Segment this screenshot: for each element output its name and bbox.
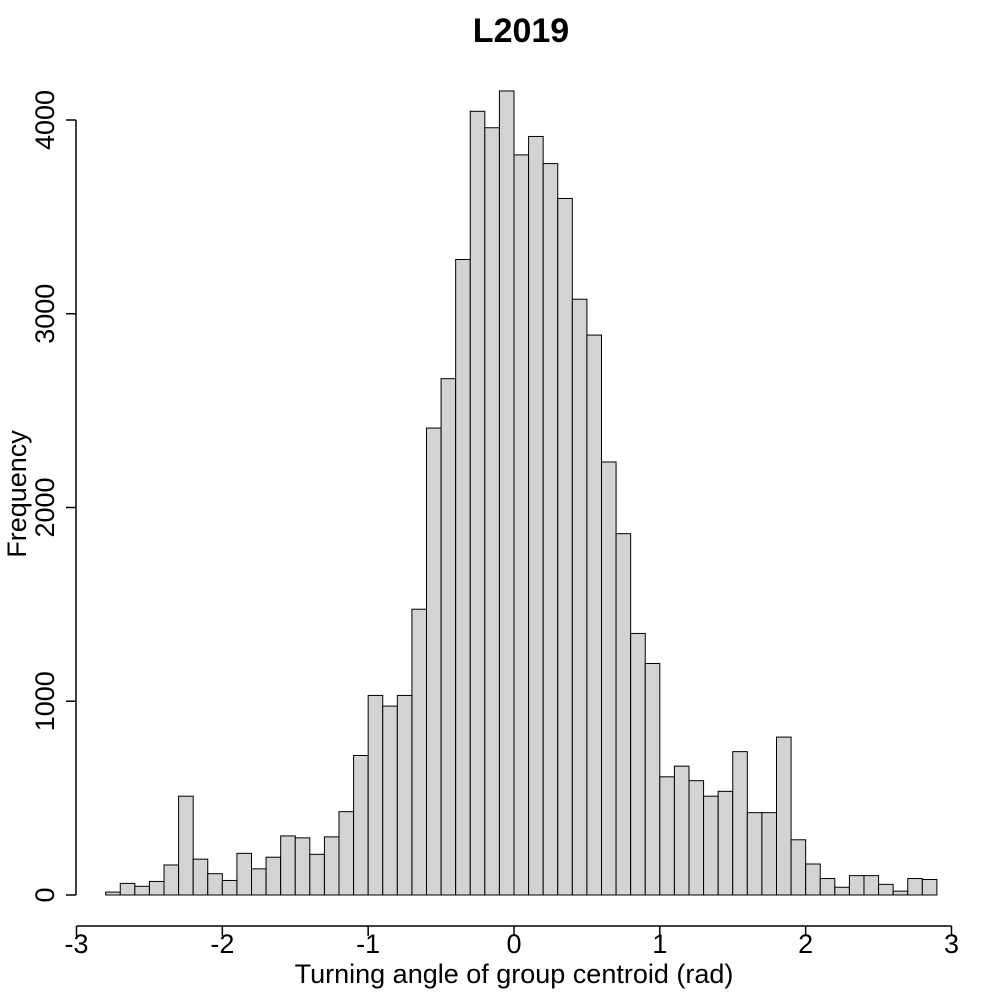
histogram-bar (761, 812, 777, 896)
histogram-bar (863, 875, 880, 896)
histogram-bar (571, 298, 588, 896)
histogram-bar (440, 378, 457, 896)
histogram-bar (251, 868, 267, 896)
histogram-bar (600, 461, 617, 896)
histogram-bar (426, 427, 442, 896)
histogram-bar (469, 110, 486, 896)
histogram-bar (280, 835, 296, 896)
histogram-bar (688, 780, 705, 896)
histogram-bar (790, 839, 807, 896)
y-tick-label: 1000 (30, 671, 60, 731)
x-axis-label: Turning angle of group centroid (rad) (295, 959, 734, 989)
histogram-bar (221, 879, 238, 896)
histogram-bar (134, 885, 150, 896)
histogram-bar (644, 662, 661, 896)
histogram-bar (411, 608, 428, 896)
histogram-bar (353, 755, 369, 896)
histogram-bar (659, 776, 675, 896)
y-tick-label: 4000 (30, 90, 60, 150)
histogram-bar (323, 836, 340, 896)
histogram-bar (513, 154, 530, 896)
histogram-bar (498, 90, 515, 896)
histogram-bar (542, 163, 559, 896)
histogram-bar (892, 890, 909, 896)
y-axis: 0 1000 2000 3000 4000 (30, 90, 77, 903)
histogram-bar (878, 883, 894, 896)
histogram-bar (630, 632, 646, 896)
histogram-bar (907, 878, 923, 896)
histogram-bar (586, 334, 602, 896)
histogram-bar (294, 837, 311, 896)
histogram-bar (396, 694, 413, 896)
histogram-bar (732, 751, 748, 896)
histogram-bar (148, 880, 165, 896)
histogram-bar (192, 858, 209, 896)
x-tick-label: 1 (652, 929, 667, 959)
x-axis: -3 -2 -1 0 1 2 3 (65, 925, 959, 959)
histogram-bar (382, 705, 398, 896)
x-tick-label: -1 (356, 929, 380, 959)
histogram-bar (819, 878, 836, 896)
x-tick-label: 2 (798, 929, 813, 959)
histogram-bar (615, 533, 632, 896)
histogram-bar (119, 882, 136, 896)
histogram-bar (703, 795, 719, 896)
histogram-bar (746, 812, 763, 896)
histogram-bar (528, 135, 544, 896)
bars-group (105, 90, 938, 896)
histogram-bar (163, 864, 180, 896)
histogram-bar (338, 811, 355, 896)
histogram-bar (717, 790, 734, 896)
histogram-bar (557, 197, 573, 896)
histogram-bar (309, 853, 325, 896)
histogram-bar (455, 259, 471, 896)
histogram-bar (775, 736, 792, 896)
chart-title: L2019 (473, 12, 569, 50)
histogram-bar (236, 852, 253, 896)
histogram-bar (921, 879, 938, 896)
y-tick-label: 0 (30, 887, 60, 902)
histogram-bar (265, 856, 282, 896)
x-tick-label: 3 (944, 929, 959, 959)
histogram-bar (834, 886, 850, 896)
histogram-bar (805, 863, 821, 896)
histogram-bar (367, 694, 384, 896)
histogram-bar (105, 891, 121, 896)
y-tick-label: 2000 (30, 477, 60, 537)
histogram-bar (673, 765, 690, 896)
histogram-bar (207, 873, 223, 896)
x-tick-label: -3 (65, 929, 89, 959)
x-tick-label: -2 (210, 929, 234, 959)
histogram-bar (484, 127, 500, 896)
y-tick-label: 3000 (30, 284, 60, 344)
histogram-bar (848, 875, 865, 896)
y-axis-label: Frequency (2, 430, 32, 558)
x-tick-label: 0 (506, 929, 521, 959)
histogram-bar (178, 795, 194, 896)
